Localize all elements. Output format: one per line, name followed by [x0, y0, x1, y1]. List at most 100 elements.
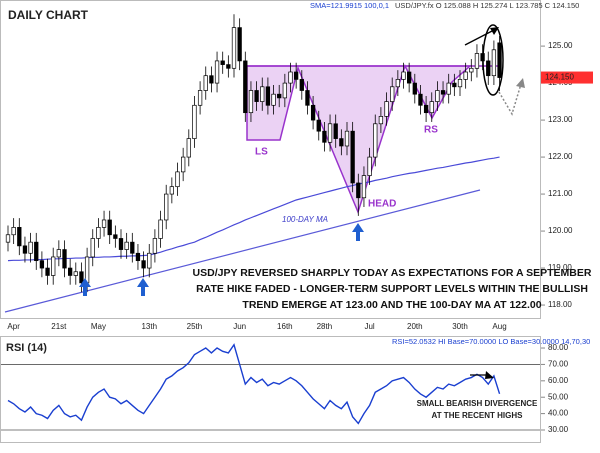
arrow-head	[516, 78, 525, 88]
y-tick-label: 119.00	[548, 263, 572, 272]
candle-body	[45, 267, 50, 276]
y-tick-label: 70.00	[548, 360, 569, 369]
candle-body	[79, 271, 84, 284]
y-tick-label: 40.00	[548, 409, 569, 418]
y-tick-label: 121.00	[548, 189, 573, 198]
rsi-title: RSI (14)	[6, 342, 47, 354]
x-tick-label: 21st	[51, 322, 67, 331]
candle-body	[299, 79, 304, 91]
candle-body	[333, 123, 338, 139]
annotation: RATE HIKE FADED - LONGER-TERM SUPPORT LE…	[196, 283, 588, 295]
x-tick-label: 25th	[187, 322, 203, 331]
candle-body	[463, 71, 468, 80]
candle-body	[384, 101, 389, 117]
x-tick-label: 16th	[277, 322, 293, 331]
candle-body	[192, 104, 197, 139]
candle-body	[39, 260, 45, 269]
candle-body	[418, 93, 423, 106]
y-tick-label: 118.00	[548, 300, 572, 309]
last-price-box	[541, 71, 593, 84]
candle-body	[412, 82, 417, 95]
candle-body	[401, 71, 406, 80]
candle-body	[220, 60, 225, 65]
candle-body	[305, 90, 310, 106]
x-tick-label: 30th	[452, 322, 468, 331]
support-arrows	[79, 223, 364, 296]
y-tick-label: 122.00	[548, 152, 573, 161]
head-shoulders-pattern	[246, 64, 472, 215]
candle-body	[457, 79, 463, 88]
x-tick-label: 28th	[317, 322, 333, 331]
candle-body	[51, 256, 56, 276]
candle-body	[282, 82, 287, 99]
rsi-panel	[0, 336, 541, 443]
marks	[1, 14, 540, 431]
annotation: SMALL BEARISH DIVERGENCE	[417, 399, 538, 408]
candle-body	[214, 60, 220, 84]
candle-body	[203, 75, 208, 91]
candle-body	[135, 252, 141, 262]
candle-body	[254, 90, 259, 102]
symbol-label: USD/JPY.fx O 125.088 H 125.274 L 123.785…	[395, 1, 579, 10]
candle-body	[107, 219, 112, 236]
candle-body	[446, 82, 451, 95]
candle-body	[175, 171, 180, 188]
candle-body	[378, 116, 384, 125]
candle-body	[56, 249, 61, 258]
annotation: TREND EMERGE AT 123.00 AND THE 100-DAY M…	[242, 299, 541, 311]
pattern-label: HEAD	[368, 199, 396, 210]
annotation: AT THE RECENT HIGHS	[432, 411, 524, 420]
candle-body	[11, 227, 16, 236]
candle-body	[350, 130, 355, 184]
arrow	[137, 278, 149, 296]
candle-body	[130, 241, 135, 254]
candle-body	[197, 90, 203, 106]
candle-body	[84, 256, 90, 284]
x-tick-label: Jul	[364, 322, 374, 331]
candle-body	[390, 86, 395, 102]
rsi-line	[7, 343, 501, 425]
last-price-label: 124.150	[545, 73, 574, 82]
arrow-head	[490, 27, 499, 35]
y-tick-label: 60.00	[548, 376, 569, 385]
arrow-head	[485, 371, 494, 379]
arrow	[352, 223, 364, 241]
chart-title: DAILY CHART	[8, 8, 89, 22]
candle-body	[90, 238, 95, 258]
candle-body	[356, 182, 361, 199]
candle-body	[147, 252, 152, 269]
y-tick-label: 50.00	[548, 392, 569, 401]
candle-body	[265, 86, 271, 106]
candle-body	[181, 156, 186, 173]
sma-label: SMA=121.9915 100,0,1	[310, 1, 389, 10]
candle-body	[118, 238, 124, 250]
y-tick-label: 123.00	[548, 115, 573, 124]
candle-body	[423, 104, 429, 114]
candle-body	[491, 49, 497, 77]
candle-body	[429, 101, 434, 114]
x-tick-label: Aug	[492, 322, 506, 331]
candle-body	[237, 27, 242, 62]
candle-body	[5, 234, 11, 243]
candle-body	[407, 71, 412, 84]
ma-line	[7, 156, 500, 262]
candle-body	[28, 241, 33, 254]
candle-body	[113, 234, 118, 239]
candle-body	[344, 130, 350, 147]
candle-body	[73, 271, 78, 276]
candle-body	[141, 260, 146, 269]
candle-body	[152, 238, 158, 254]
candle-body	[124, 241, 129, 250]
candle-body	[316, 119, 321, 132]
candle-body	[67, 267, 73, 276]
candle-body	[226, 64, 231, 69]
candle-body	[469, 67, 474, 73]
annotation: USD/JPY REVERSED SHARPLY TODAY AS EXPECT…	[193, 267, 592, 279]
y-tick-label: 30.00	[548, 425, 569, 434]
candle-body	[497, 42, 502, 78]
candle-body	[327, 123, 333, 143]
candle-body	[34, 241, 39, 262]
candle-body	[294, 71, 299, 80]
candle-body	[322, 130, 327, 143]
